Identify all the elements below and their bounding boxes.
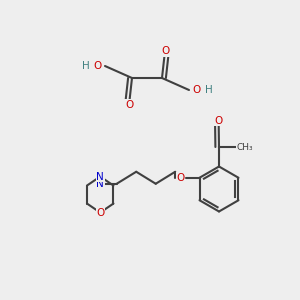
Text: O: O: [96, 208, 104, 218]
Text: H: H: [205, 85, 212, 95]
Text: O: O: [214, 116, 223, 126]
Text: O: O: [192, 85, 201, 95]
Text: H: H: [82, 61, 89, 71]
Text: N: N: [96, 172, 104, 182]
Text: O: O: [93, 61, 102, 71]
Text: O: O: [125, 100, 133, 110]
Text: CH₃: CH₃: [236, 142, 253, 152]
Text: N: N: [96, 179, 104, 189]
Text: O: O: [176, 173, 185, 183]
Text: O: O: [161, 46, 169, 56]
